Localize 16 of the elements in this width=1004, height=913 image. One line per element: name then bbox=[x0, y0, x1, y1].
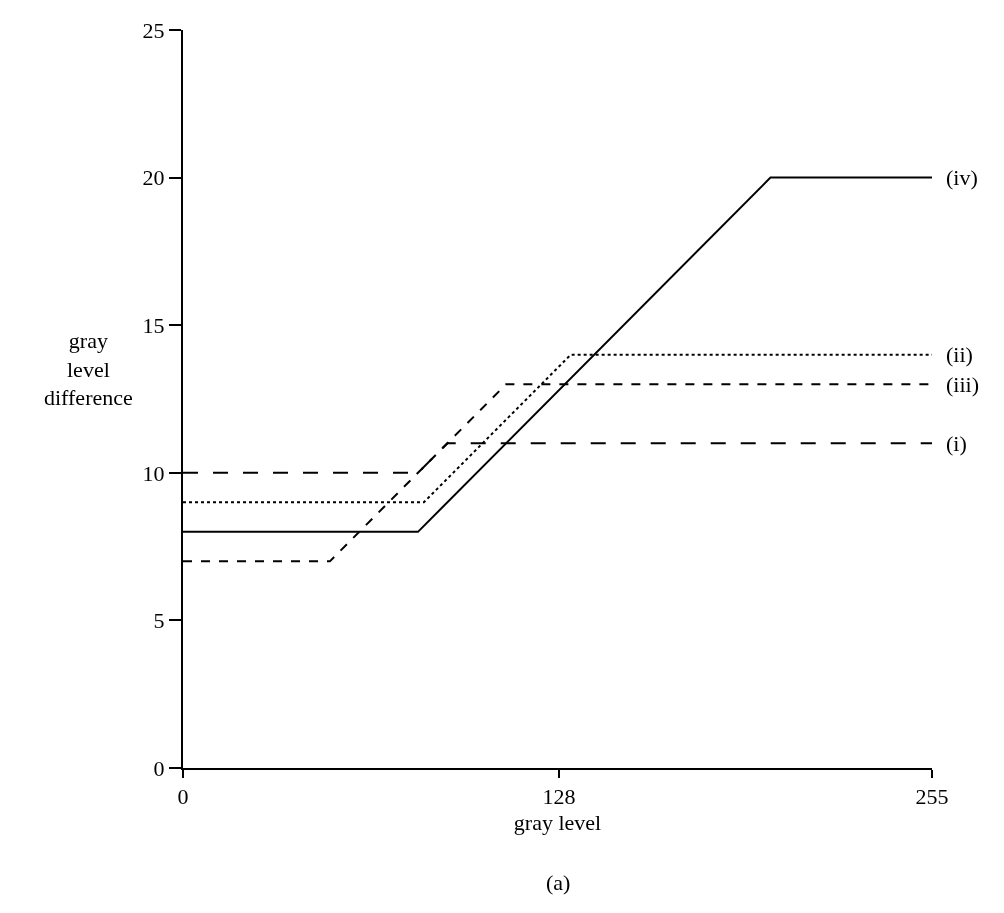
series-label: (iii) bbox=[946, 372, 979, 397]
series-label: (ii) bbox=[946, 342, 973, 367]
x-tick-label: 128 bbox=[542, 784, 576, 810]
series-label: (i) bbox=[946, 431, 967, 456]
y-tick-label: 0 bbox=[153, 755, 165, 781]
y-tick-label: 10 bbox=[142, 460, 165, 486]
y-axis-title: gray level difference bbox=[44, 328, 133, 411]
x-axis-title: gray level bbox=[513, 809, 602, 835]
y-tick-label: 20 bbox=[142, 165, 165, 191]
x-tick-label: 255 bbox=[915, 784, 949, 810]
text: (a) bbox=[546, 870, 571, 895]
y-tick-label: 25 bbox=[142, 17, 165, 43]
x-tick-label: 0 bbox=[177, 784, 189, 810]
series-label: (iv) bbox=[946, 165, 978, 190]
y-tick-label: 5 bbox=[153, 608, 165, 634]
y-tick-label: 15 bbox=[142, 312, 165, 338]
